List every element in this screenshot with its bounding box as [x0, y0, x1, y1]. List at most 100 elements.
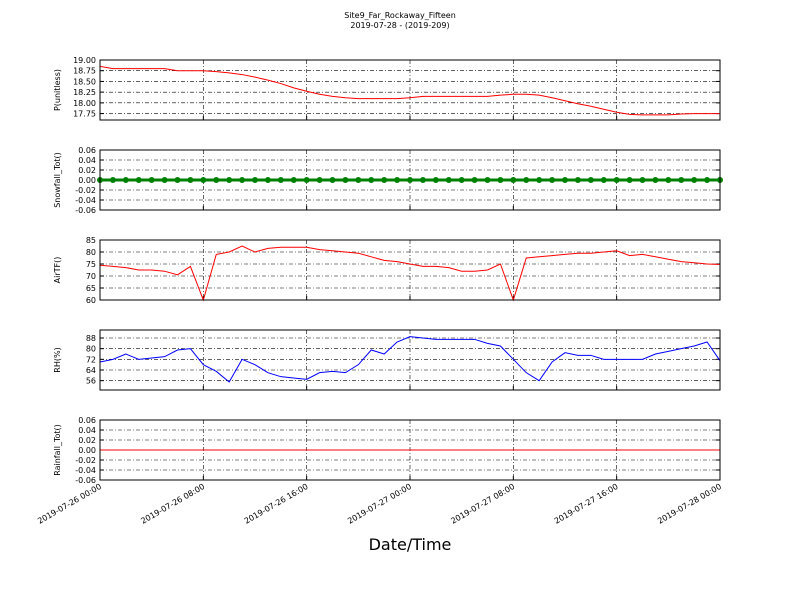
- data-marker: [484, 177, 491, 183]
- data-marker: [213, 177, 220, 183]
- data-marker: [639, 177, 646, 183]
- data-marker: [303, 177, 310, 183]
- plot-frame: [99, 419, 721, 481]
- plot-frame: [99, 239, 721, 301]
- data-marker: [471, 177, 478, 183]
- data-marker: [523, 177, 530, 183]
- y-tick-label: 19.00: [73, 56, 96, 65]
- data-marker: [574, 177, 581, 183]
- data-marker: [290, 177, 297, 183]
- data-marker: [200, 177, 207, 183]
- chart-subtitle: 2019-07-28 - (2019-209): [350, 21, 449, 30]
- data-marker: [394, 177, 401, 183]
- data-marker: [613, 177, 620, 183]
- y-tick-label: -0.02: [75, 186, 96, 195]
- x-tick-label: 2019-07-26 00:00: [36, 482, 103, 526]
- data-marker: [536, 177, 543, 183]
- data-marker: [174, 177, 181, 183]
- y-tick-label: 0.04: [78, 156, 96, 165]
- y-tick-label: 64: [86, 366, 96, 375]
- data-marker: [691, 177, 698, 183]
- data-marker: [239, 177, 246, 183]
- y-tick-label: 18.75: [73, 67, 96, 76]
- x-tick-label: 2019-07-28 00:00: [656, 482, 723, 526]
- data-marker: [458, 177, 465, 183]
- y-tick-label: 0.00: [78, 176, 96, 185]
- y-tick-label: 0.04: [78, 426, 96, 435]
- data-marker: [562, 177, 568, 183]
- chart-title: Site9_Far_Rockaway_Fifteen: [344, 11, 456, 20]
- data-marker: [342, 177, 349, 183]
- data-marker: [135, 177, 142, 183]
- data-marker: [626, 177, 633, 183]
- data-marker: [187, 177, 194, 183]
- y-tick-label: 18.25: [73, 88, 96, 97]
- data-marker: [652, 177, 659, 183]
- y-tick-label: -0.04: [75, 196, 96, 205]
- y-tick-label: 17.75: [73, 110, 96, 119]
- y-tick-label: 0.00: [78, 446, 96, 455]
- data-marker: [549, 177, 556, 183]
- y-tick-label: 85: [86, 236, 96, 245]
- data-marker: [419, 177, 426, 183]
- y-axis-label: Rainfall_Tot(): [53, 424, 62, 476]
- y-tick-label: -0.06: [75, 206, 96, 215]
- data-marker: [316, 177, 323, 183]
- y-axis-label: Snowfall_Tot(): [53, 152, 62, 208]
- y-tick-label: -0.04: [75, 466, 96, 475]
- y-tick-label: 18.50: [73, 77, 96, 86]
- data-marker: [587, 177, 594, 183]
- y-tick-label: 88: [86, 334, 96, 343]
- y-tick-label: 75: [86, 260, 96, 269]
- data-marker: [510, 177, 517, 183]
- data-marker: [600, 177, 607, 183]
- data-marker: [407, 177, 413, 183]
- data-marker: [678, 177, 685, 183]
- data-marker: [445, 177, 452, 183]
- y-tick-label: 80: [86, 345, 96, 354]
- x-tick-label: 2019-07-27 00:00: [346, 482, 413, 526]
- plot-frame: [99, 329, 721, 391]
- x-tick-label: 2019-07-26 08:00: [139, 482, 206, 526]
- data-line: [99, 336, 721, 383]
- y-tick-label: 72: [86, 355, 96, 364]
- y-tick-label: 0.02: [78, 166, 96, 175]
- y-tick-label: 70: [86, 272, 96, 281]
- y-tick-label: 0.02: [78, 436, 96, 445]
- y-tick-label: -0.02: [75, 456, 96, 465]
- y-tick-label: 60: [86, 296, 96, 305]
- x-tick-label: 2019-07-26 16:00: [243, 482, 310, 526]
- x-tick-label: 2019-07-27 16:00: [553, 482, 620, 526]
- y-tick-label: 18.00: [73, 99, 96, 108]
- data-marker: [329, 177, 336, 183]
- data-marker: [161, 177, 168, 183]
- data-marker: [665, 177, 672, 183]
- y-tick-label: 65: [86, 284, 96, 293]
- data-marker: [122, 177, 129, 183]
- data-marker: [432, 177, 439, 183]
- data-marker: [264, 177, 271, 183]
- data-marker: [368, 177, 375, 183]
- y-tick-label: 80: [86, 248, 96, 257]
- data-marker: [355, 177, 362, 183]
- x-tick-label: 2019-07-27 08:00: [449, 482, 516, 526]
- data-marker: [704, 177, 711, 183]
- x-axis-label: Date/Time: [369, 535, 452, 554]
- data-marker: [381, 177, 388, 183]
- data-marker: [277, 177, 284, 183]
- data-marker: [497, 177, 504, 183]
- data-marker: [148, 177, 155, 183]
- y-axis-label: RH(%): [53, 347, 62, 372]
- data-line: [99, 65, 720, 116]
- data-marker: [252, 177, 258, 183]
- y-axis-label: P(unitless): [53, 69, 62, 111]
- y-tick-label: -0.06: [75, 476, 96, 485]
- y-tick-label: 0.06: [78, 146, 96, 155]
- y-axis-label: AirTF(): [53, 257, 62, 284]
- data-marker: [109, 177, 116, 183]
- data-marker: [226, 177, 233, 183]
- y-tick-label: 56: [86, 377, 96, 386]
- y-tick-label: 0.06: [78, 416, 96, 425]
- plot-frame: [99, 149, 721, 211]
